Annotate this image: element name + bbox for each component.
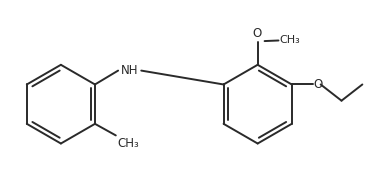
Text: O: O <box>314 78 323 91</box>
Text: O: O <box>252 27 261 40</box>
Text: CH₃: CH₃ <box>117 137 139 150</box>
Text: CH₃: CH₃ <box>280 36 300 45</box>
Text: NH: NH <box>120 64 138 77</box>
